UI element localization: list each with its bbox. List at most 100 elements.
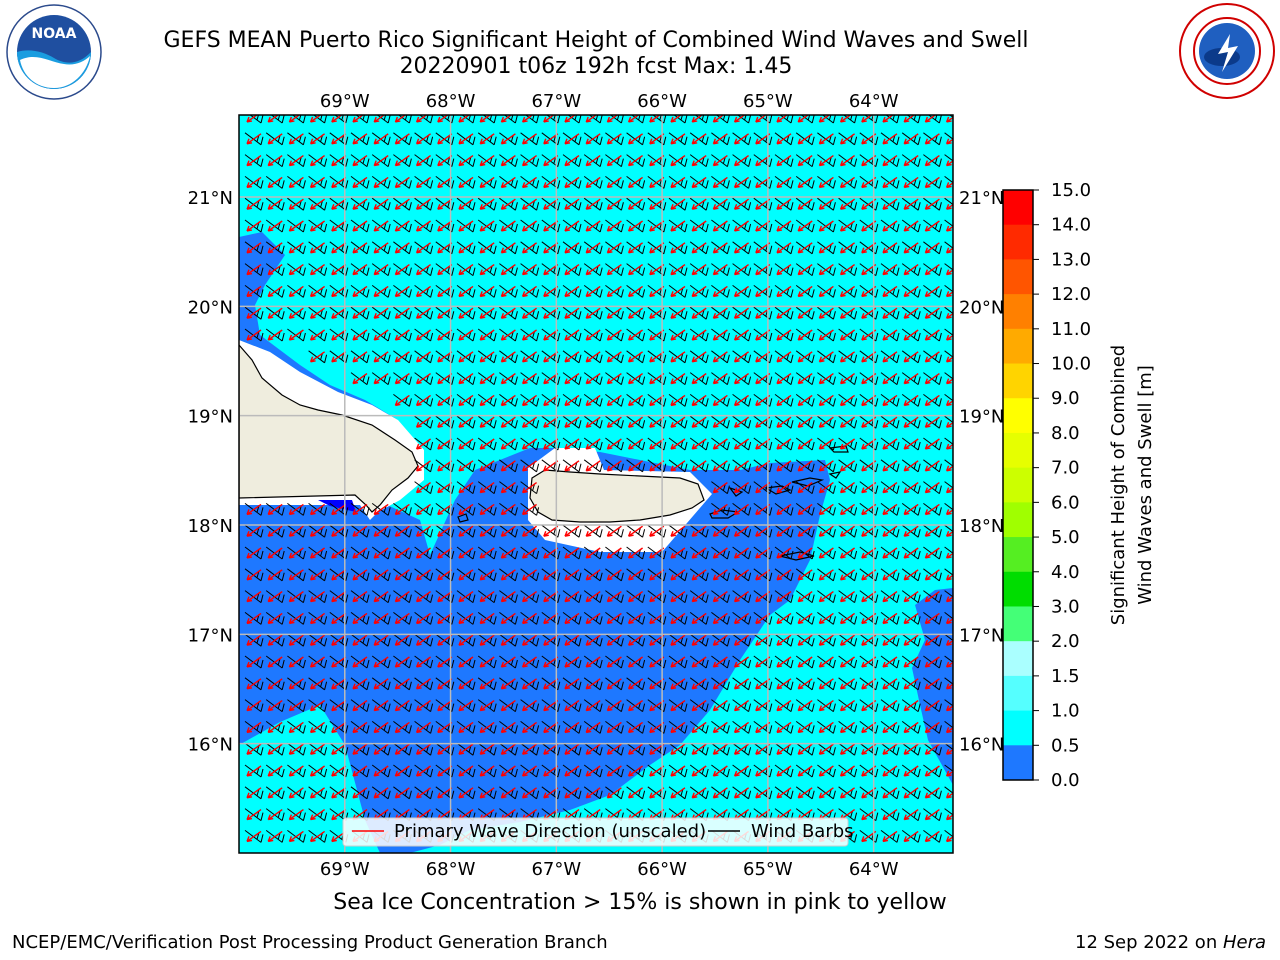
wave-arrow [373, 242, 389, 254]
wave-arrow [945, 116, 953, 123]
wave-arrow [606, 721, 622, 734]
wave-arrow [691, 329, 707, 341]
wave-arrow [373, 591, 389, 603]
wave-arrow [394, 503, 410, 516]
wave-arrow [585, 547, 601, 559]
wave-arrow [564, 678, 580, 690]
wave-arrow [331, 765, 347, 777]
wave-arrow [776, 373, 792, 385]
wave-arrow [585, 721, 601, 734]
wave-arrow [288, 220, 304, 232]
lon-label-top: 64°W [849, 91, 899, 112]
wave-arrow [352, 700, 368, 712]
wave-arrow [394, 176, 410, 189]
wave-arrow [521, 307, 538, 319]
wave-arrow [394, 569, 410, 581]
wave-arrow [712, 416, 728, 428]
wave-arrow [437, 264, 453, 276]
wave-arrow [331, 307, 347, 319]
wave-arrow [818, 612, 834, 625]
wave-arrow [882, 503, 898, 516]
wave-arrow [670, 373, 686, 385]
wave-arrow [733, 198, 750, 210]
wave-arrow [924, 133, 940, 145]
wave-arrow [712, 438, 728, 450]
wave-arrow [733, 220, 750, 232]
wave-arrow [818, 242, 834, 254]
wave-arrow [437, 460, 453, 472]
wave-arrow [415, 678, 432, 690]
wave-arrow [818, 394, 834, 407]
wave-arrow [521, 721, 538, 734]
wave-arrow [394, 220, 410, 232]
wave-arrow [627, 198, 644, 210]
wave-arrow [776, 329, 792, 341]
wave-arrow [712, 700, 728, 712]
wave-arrow [521, 743, 538, 755]
wave-arrow [352, 787, 368, 799]
wave-arrow [246, 242, 262, 254]
footer-date: 12 Sep 2022 on Hera [1075, 932, 1266, 953]
wave-arrow [373, 656, 389, 668]
wave-arrow [882, 307, 898, 319]
wave-arrow [924, 285, 940, 298]
wave-arrow [712, 329, 728, 341]
wave-arrow [458, 155, 474, 167]
wave-arrow [733, 656, 750, 668]
wave-arrow [500, 634, 516, 646]
wave-arrow [691, 264, 707, 276]
wave-arrow [564, 176, 580, 189]
wave-arrow [691, 765, 707, 777]
wave-arrow [267, 307, 283, 319]
wave-arrow [585, 787, 601, 799]
wave-arrow [712, 743, 728, 755]
wave-arrow [733, 503, 750, 516]
wave-arrow [458, 634, 474, 646]
wave-arrow [394, 678, 410, 690]
wave-arrow [479, 569, 495, 581]
wave-arrow [627, 133, 644, 145]
wave-arrow [564, 220, 580, 232]
wave-arrow [352, 264, 368, 276]
wave-arrow [309, 743, 326, 755]
wave-arrow [564, 765, 580, 777]
wave-arrow [437, 721, 453, 734]
wave-arrow [818, 569, 834, 581]
wave-arrow [882, 721, 898, 734]
wave-arrow [839, 525, 856, 537]
wave-arrow [733, 460, 750, 472]
wave-arrow [670, 765, 686, 777]
wave-arrow [797, 656, 813, 668]
wave-arrow [585, 569, 601, 581]
wave-arrow [288, 787, 304, 799]
wave-arrow [543, 678, 559, 690]
wave-arrow [903, 242, 919, 254]
wave-arrow [521, 264, 538, 276]
wave-arrow [564, 198, 580, 210]
wave-arrow [437, 351, 453, 363]
wave-arrow [479, 787, 495, 799]
wave-arrow [267, 547, 283, 559]
colorbar-segment [1003, 745, 1033, 781]
wave-arrow [606, 678, 622, 690]
wave-arrow [818, 264, 834, 276]
wave-arrow [903, 787, 919, 799]
wave-arrow [437, 285, 453, 298]
wave-arrow [839, 394, 856, 407]
lat-label-left: 20°N [188, 297, 233, 318]
wave-arrow [839, 612, 856, 625]
wave-arrow [521, 547, 538, 559]
wave-arrow [733, 285, 750, 298]
wave-arrow [733, 438, 750, 450]
wave-arrow [627, 242, 644, 254]
wave-arrow [818, 634, 834, 646]
wave-arrow [585, 743, 601, 755]
wave-arrow [585, 351, 601, 363]
wave-arrow [309, 830, 326, 843]
wave-arrow [797, 155, 813, 167]
wave-arrow [670, 416, 686, 428]
wave-arrow [543, 329, 559, 341]
wave-arrow [479, 329, 495, 341]
wave-arrow [521, 569, 538, 581]
wave-arrow [924, 176, 940, 189]
